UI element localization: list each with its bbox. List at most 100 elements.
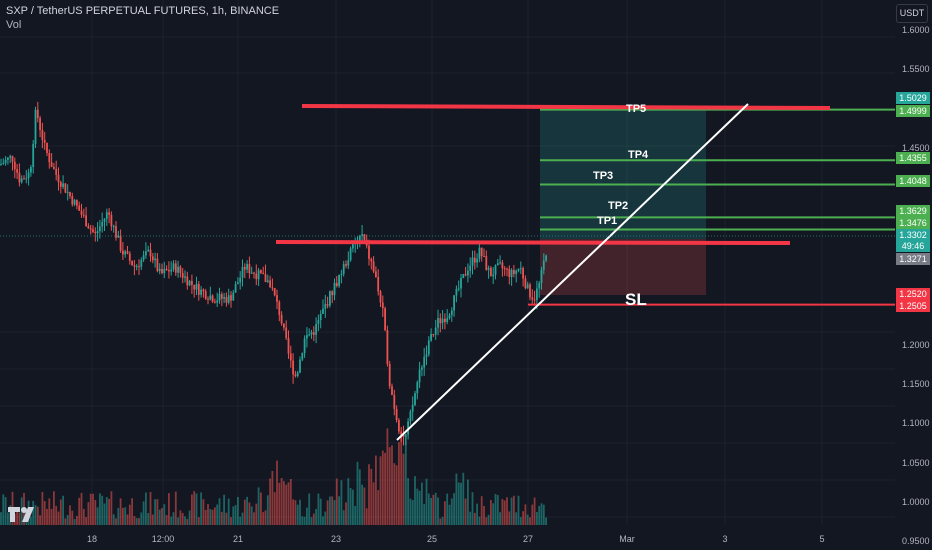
volume-bar — [427, 493, 430, 525]
candle-body — [292, 360, 294, 375]
candle-body — [27, 172, 30, 179]
volume-bar — [450, 498, 453, 525]
candle-body — [41, 130, 44, 141]
volume-bar — [331, 496, 334, 525]
tp2-label: TP2 — [608, 200, 629, 212]
currency-button[interactable]: USDT — [896, 4, 928, 23]
candle-body — [184, 276, 186, 278]
candle-body — [496, 263, 499, 266]
volume-bar — [283, 481, 285, 525]
volume-bar — [110, 491, 113, 525]
volume-bar — [370, 468, 373, 525]
volume-bar — [358, 469, 361, 525]
volume-bar — [296, 504, 299, 525]
candle-body — [287, 338, 290, 354]
volume-bar — [368, 464, 370, 525]
candle-body — [322, 308, 324, 314]
volume-bar — [503, 500, 506, 525]
volume-bar — [536, 512, 538, 525]
volume-bar — [538, 505, 541, 525]
time-axis-tick: 23 — [330, 534, 342, 544]
candle-body — [294, 374, 297, 377]
candle-body — [110, 214, 113, 227]
volume-bar — [158, 509, 161, 525]
volume-bar — [202, 499, 205, 525]
time-axis-tick: 27 — [522, 534, 534, 544]
candle-body — [506, 268, 508, 270]
volume-bar — [197, 517, 200, 525]
candle-body — [0, 164, 2, 166]
sl-label: SL — [625, 290, 647, 309]
volume-bar — [239, 516, 242, 525]
candle-body — [179, 266, 182, 273]
price-axis-tick: 1.0500 — [902, 457, 930, 468]
candle-body — [393, 394, 396, 409]
candle-body — [381, 302, 384, 309]
candle-body — [108, 212, 110, 215]
volume-bar — [335, 478, 338, 525]
price-axis-tick: 1.1500 — [902, 378, 930, 389]
volume-bar — [250, 506, 253, 525]
volume-bar — [195, 493, 198, 525]
volume-bar — [4, 497, 7, 525]
volume-bar — [285, 484, 288, 525]
candle-body — [542, 260, 545, 270]
candle-body — [536, 288, 538, 301]
volume-bar — [342, 510, 345, 525]
time-axis-tick: 12:00 — [151, 534, 175, 544]
volume-bar — [448, 504, 451, 525]
candle-body — [285, 327, 288, 339]
candle-body — [156, 258, 159, 272]
volume-bar — [322, 516, 324, 525]
price-axis-tick: 1.1000 — [902, 418, 930, 429]
volume-bar — [87, 502, 90, 525]
volume-bar — [271, 470, 274, 525]
volume-bar — [388, 447, 391, 525]
volume-bar — [43, 501, 46, 525]
candle-body — [112, 226, 115, 228]
volume-bar — [496, 495, 499, 525]
candle-body — [531, 297, 534, 300]
volume-bar — [375, 455, 377, 525]
candle-body — [218, 294, 221, 301]
volume-bar — [513, 495, 515, 525]
candle-body — [345, 264, 347, 266]
tp5-label: TP5 — [626, 103, 647, 115]
volume-bar — [365, 508, 368, 525]
candle-body — [16, 169, 18, 173]
sl-tag: 1.2520 — [896, 288, 930, 300]
volume-bar — [55, 505, 58, 525]
volume-bar — [315, 509, 317, 525]
volume-bar — [487, 514, 490, 525]
trend-line — [396, 103, 749, 441]
candle-body — [122, 250, 124, 255]
candle-body — [524, 278, 527, 289]
candle-body — [439, 318, 442, 324]
candle-body — [43, 140, 46, 143]
volume-bar — [386, 428, 389, 525]
volume-bar — [381, 450, 384, 525]
tradingview-logo-icon[interactable] — [6, 504, 40, 524]
candle-body — [273, 288, 276, 296]
volume-bar — [423, 503, 426, 525]
candle-body — [23, 178, 25, 180]
candle-body — [402, 434, 405, 437]
candle-body — [460, 277, 462, 289]
candle-body — [66, 192, 69, 194]
volume-bar — [0, 512, 2, 525]
candle-body — [9, 156, 12, 158]
volume-indicator-label[interactable]: Vol — [6, 19, 22, 31]
resistance-line-mid — [275, 240, 791, 245]
volume-bar — [41, 491, 44, 525]
candle-body — [368, 245, 370, 259]
candle-body — [508, 268, 511, 277]
volume-bar — [101, 495, 104, 525]
symbol-title[interactable]: SXP / TetherUS PERPETUAL FUTURES, 1h, BI… — [6, 5, 280, 17]
volume-bar — [82, 508, 85, 525]
volume-bar — [181, 512, 184, 525]
candle-body — [11, 156, 14, 162]
candle-body — [78, 205, 81, 211]
candle-body — [80, 210, 83, 215]
candle-body — [467, 270, 469, 276]
